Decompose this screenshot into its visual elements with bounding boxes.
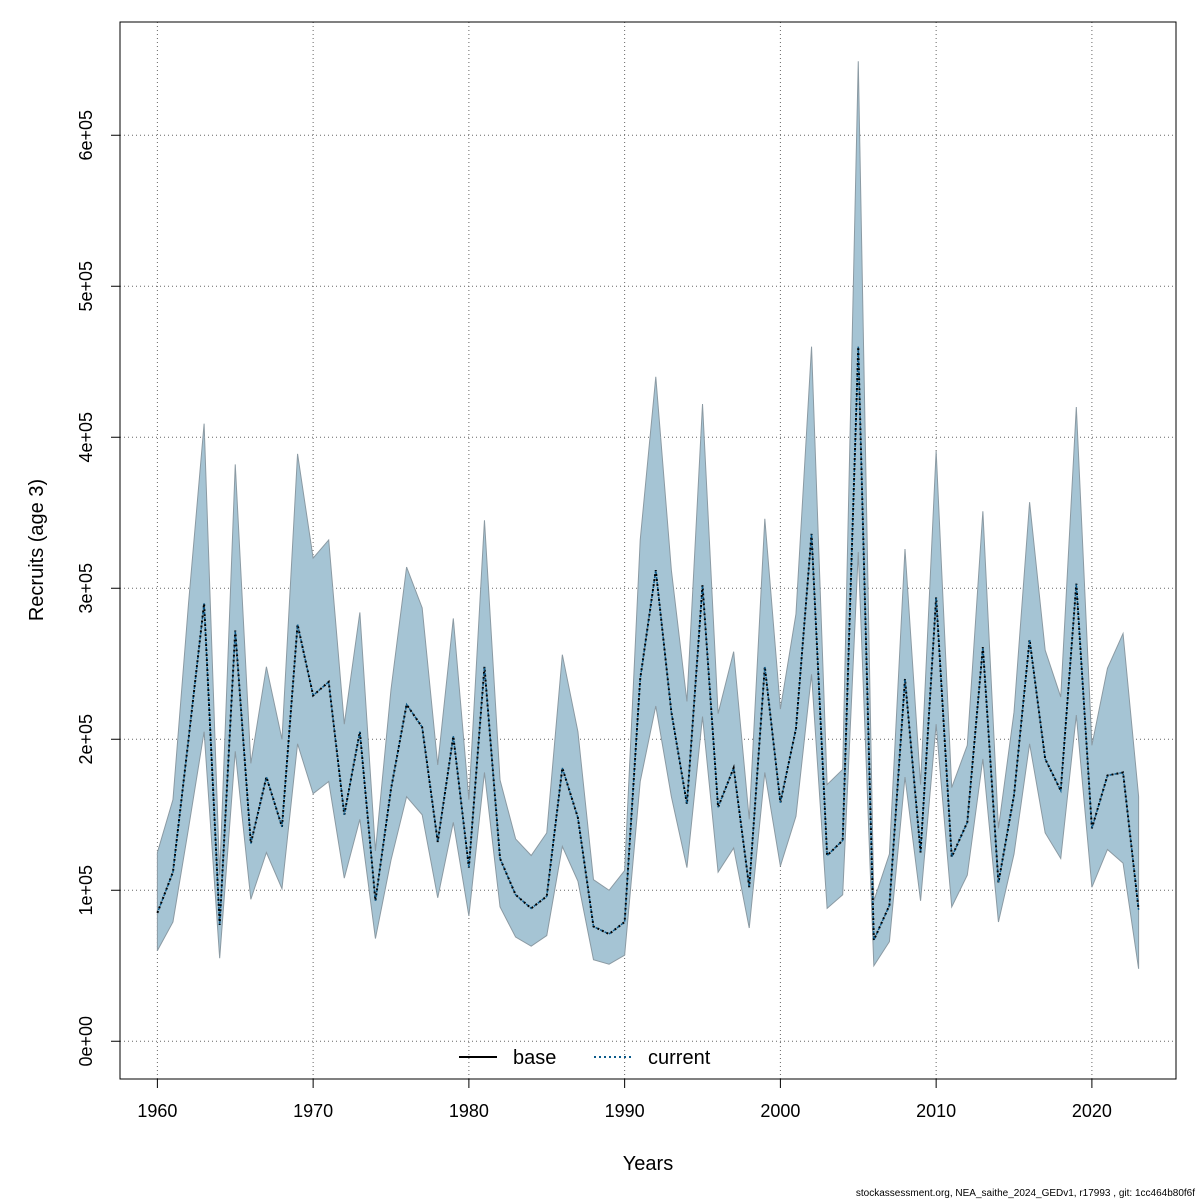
x-axis: 1960 1970 1980 1990 2000 2010 2020 (137, 1078, 1112, 1121)
y-tick-label: 3e+05 (76, 563, 96, 614)
x-axis-title: Years (623, 1153, 673, 1175)
legend-label-current: current (648, 1047, 711, 1069)
y-tick-label: 1e+05 (76, 865, 96, 916)
x-tick-label: 1970 (293, 1101, 333, 1121)
x-tick-label: 1960 (137, 1101, 177, 1121)
legend-label-base: base (513, 1047, 556, 1069)
legend: base current (459, 1047, 711, 1069)
y-tick-label: 0e+00 (76, 1016, 96, 1067)
series-lines (156, 346, 1140, 941)
x-tick-label: 2010 (916, 1101, 956, 1121)
x-tick-label: 2000 (760, 1101, 800, 1121)
footer-credit: stockassessment.org, NEA_saithe_2024_GED… (856, 1188, 1195, 1199)
x-tick-label: 1990 (605, 1101, 645, 1121)
confidence-band (156, 61, 1140, 969)
y-tick-label: 4e+05 (76, 412, 96, 463)
confidence-band-area (156, 61, 1140, 969)
y-tick-label: 2e+05 (76, 714, 96, 765)
x-tick-label: 1980 (449, 1101, 489, 1121)
x-tick-label: 2020 (1072, 1101, 1112, 1121)
y-tick-label: 6e+05 (76, 110, 96, 161)
y-axis-title: Recruits (age 3) (26, 479, 48, 621)
y-tick-label: 5e+05 (76, 261, 96, 312)
y-axis: 0e+00 1e+05 2e+05 3e+05 4e+05 5e+05 6e+05 (76, 110, 121, 1067)
series-line-current (156, 346, 1140, 941)
series-line-base (156, 346, 1140, 941)
